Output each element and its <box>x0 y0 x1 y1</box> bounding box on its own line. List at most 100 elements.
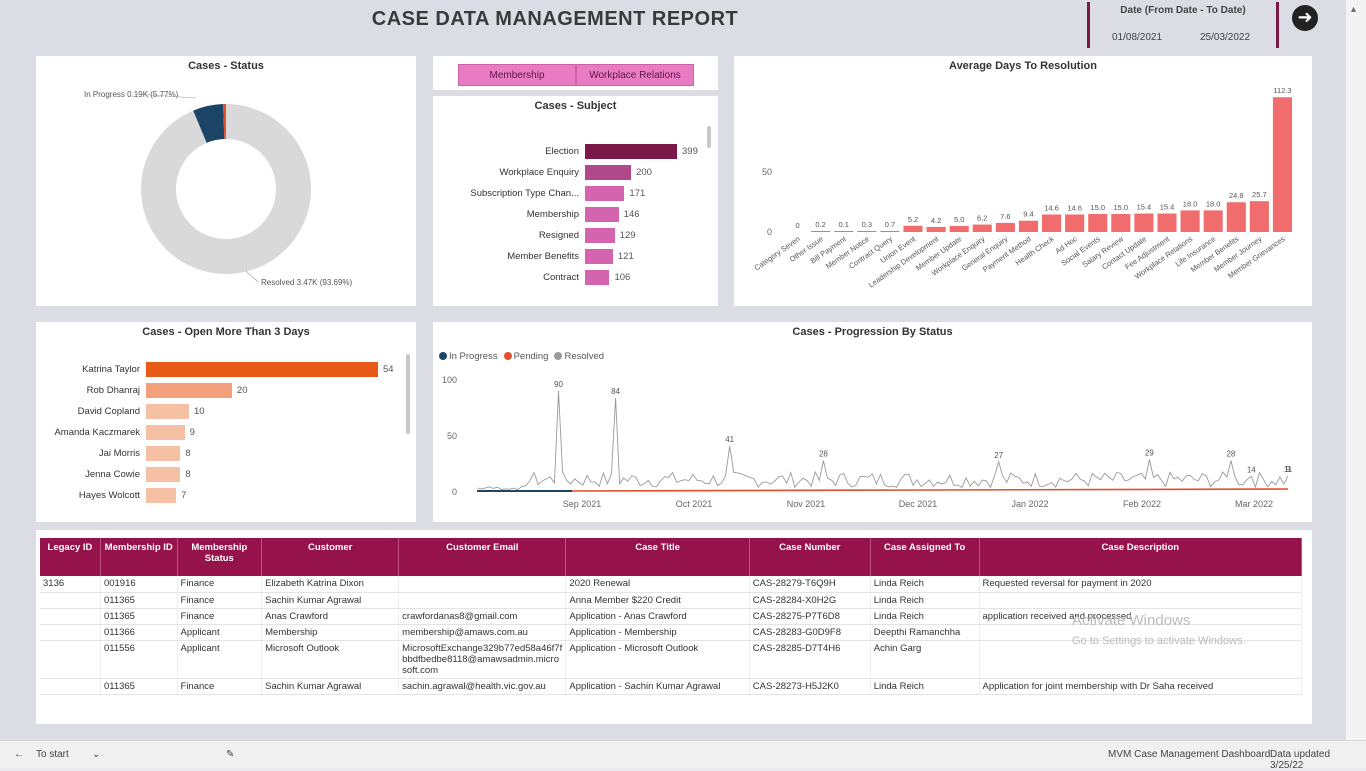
open-more-scrollbar[interactable] <box>406 354 410 434</box>
x-tick-label: Nov 2021 <box>787 499 826 509</box>
avg-days-bar <box>1042 214 1062 232</box>
avg-days-bar <box>972 224 992 232</box>
table-cell: Finance <box>177 592 263 609</box>
table-cell: Application for joint membership with Dr… <box>979 678 1303 695</box>
avg-days-value-label: 18.0 <box>1183 199 1198 208</box>
date-from-field[interactable]: 01/08/2021 <box>1112 32 1163 43</box>
table-cell: Sachin Kumar Agrawal <box>261 592 400 609</box>
table-cell: CAS-28285-D7T4H6 <box>749 640 871 679</box>
column-header[interactable]: Membership ID <box>100 538 178 576</box>
bar-label: Member Benefits <box>507 251 579 262</box>
bar-label: David Copland <box>77 406 140 417</box>
bar[interactable] <box>146 383 232 398</box>
scroll-up-arrow-icon[interactable]: ▴ <box>1351 4 1357 15</box>
bar[interactable] <box>146 404 189 419</box>
bar[interactable] <box>585 207 619 222</box>
bar-value-label: 7 <box>181 490 187 501</box>
table-cell <box>398 592 567 609</box>
dropdown-chevron-icon[interactable]: ⌄ <box>92 749 101 760</box>
avg-days-bar <box>1088 214 1108 232</box>
avg-days-value-label: 9.4 <box>1023 210 1033 219</box>
bar[interactable] <box>585 186 625 201</box>
table-cell: Requested reversal for payment in 2020 <box>979 576 1303 593</box>
donut-slice-in-progress <box>193 104 225 143</box>
status-donut-panel: Cases - Status In Progress 0.19K (5.77%)… <box>36 56 416 306</box>
column-header[interactable]: Customer <box>261 538 400 576</box>
progression-legend: In Progress Pending Resolved <box>439 351 610 362</box>
date-to-field[interactable]: 25/03/2022 <box>1200 32 1251 43</box>
avg-days-bar <box>1203 210 1223 232</box>
bar-value-label: 20 <box>236 385 248 396</box>
table-cell <box>398 576 567 593</box>
table-row[interactable]: 011366 Applicant Membership membership@amaw… <box>40 624 1303 641</box>
bar-label: Jai Morris <box>98 448 140 459</box>
workplace-relations-toggle-button[interactable]: Workplace Relations <box>576 64 694 86</box>
table-cell: Finance <box>177 678 263 695</box>
avg-days-value-label: 0.3 <box>862 220 872 229</box>
legend-item[interactable]: Pending <box>503 351 548 362</box>
avg-days-bar <box>1065 214 1085 232</box>
table-row[interactable]: 011365 Finance Anas Crawford crawfordanas8@… <box>40 608 1303 625</box>
date-range-slicer[interactable]: Date (From Date - To Date) 01/08/2021 25… <box>1087 2 1279 48</box>
previous-page-icon[interactable]: ← <box>14 749 24 760</box>
bar[interactable] <box>585 249 613 264</box>
column-header[interactable]: Case Title <box>565 538 750 576</box>
bar[interactable] <box>146 362 378 377</box>
bar[interactable] <box>146 425 185 440</box>
y-tick-label: 100 <box>442 375 457 385</box>
bar[interactable] <box>585 228 615 243</box>
bar[interactable] <box>146 467 181 482</box>
date-slicer-label: Date (From Date - To Date) <box>1120 5 1246 16</box>
column-header[interactable]: Case Assigned To <box>870 538 980 576</box>
column-header[interactable]: Legacy ID <box>40 538 101 576</box>
bar-value-label: 8 <box>185 469 191 480</box>
table-cell: CAS-28284-X0H2G <box>749 592 871 609</box>
subject-scrollbar[interactable] <box>707 126 711 148</box>
y-tick-label: 0 <box>767 227 772 237</box>
bar[interactable] <box>585 144 677 159</box>
edit-pencil-icon[interactable]: ✎ <box>226 749 235 760</box>
table-row[interactable]: 011365 Finance Sachin Kumar Agrawal sachin.… <box>40 678 1303 695</box>
bar[interactable] <box>146 488 177 503</box>
legend-item[interactable]: In Progress <box>439 351 498 362</box>
bar-label: Jenna Cowie <box>85 469 140 480</box>
open-more-title: Cases - Open More Than 3 Days <box>142 326 310 338</box>
table-cell: Anna Member $220 Credit <box>565 592 750 609</box>
resolved-series-line <box>476 391 1289 491</box>
avg-days-bar <box>995 222 1015 232</box>
avg-days-bar <box>880 231 900 232</box>
table-row[interactable]: 011365 Finance Sachin Kumar Agrawal Anna Me… <box>40 592 1303 609</box>
bar-value-label: 171 <box>629 188 646 199</box>
bar[interactable] <box>146 446 181 461</box>
legend-label: Resolved <box>564 351 605 362</box>
avg-days-bar <box>1226 202 1246 232</box>
subject-chart-title: Cases - Subject <box>534 100 617 112</box>
column-header[interactable]: Case Description <box>979 538 1303 576</box>
avg-days-bar <box>903 225 923 232</box>
legend-item[interactable]: Resolved <box>554 351 604 362</box>
legend-label: In Progress <box>449 351 498 362</box>
page-scrollbar[interactable]: ▴ <box>1345 0 1366 740</box>
table-cell: membership@amaws.com.au <box>398 624 567 641</box>
table-row[interactable]: 011556 Applicant Microsoft Outlook Microsof… <box>40 640 1303 679</box>
table-cell <box>40 640 101 679</box>
bar[interactable] <box>585 270 610 285</box>
avg-days-value-label: 112.3 <box>1273 86 1291 95</box>
legend-dot-icon <box>439 352 447 360</box>
donut-slice-pending <box>223 104 226 140</box>
avg-days-bar <box>1157 213 1177 232</box>
column-header[interactable]: Customer Email <box>398 538 567 576</box>
membership-toggle-button[interactable]: Membership <box>458 64 576 86</box>
table-cell: sachin.agrawal@health.vic.gov.au <box>398 678 567 695</box>
table-cell <box>40 624 101 641</box>
bar-value-label: 10 <box>193 406 205 417</box>
toggle-panel: Membership Workplace Relations <box>433 56 718 90</box>
peak-value-label: 27 <box>994 451 1003 460</box>
back-arrow-icon[interactable]: ➜ <box>1292 5 1318 31</box>
table-cell: Linda Reich <box>870 576 980 593</box>
bar[interactable] <box>585 165 632 180</box>
column-header[interactable]: Case Number <box>749 538 871 576</box>
column-header[interactable]: Membership Status <box>177 538 263 576</box>
table-row[interactable]: 3136 001916 Finance Elizabeth Katrina Dixon… <box>40 576 1303 593</box>
table-cell: CAS-28275-P7T6D8 <box>749 608 871 625</box>
